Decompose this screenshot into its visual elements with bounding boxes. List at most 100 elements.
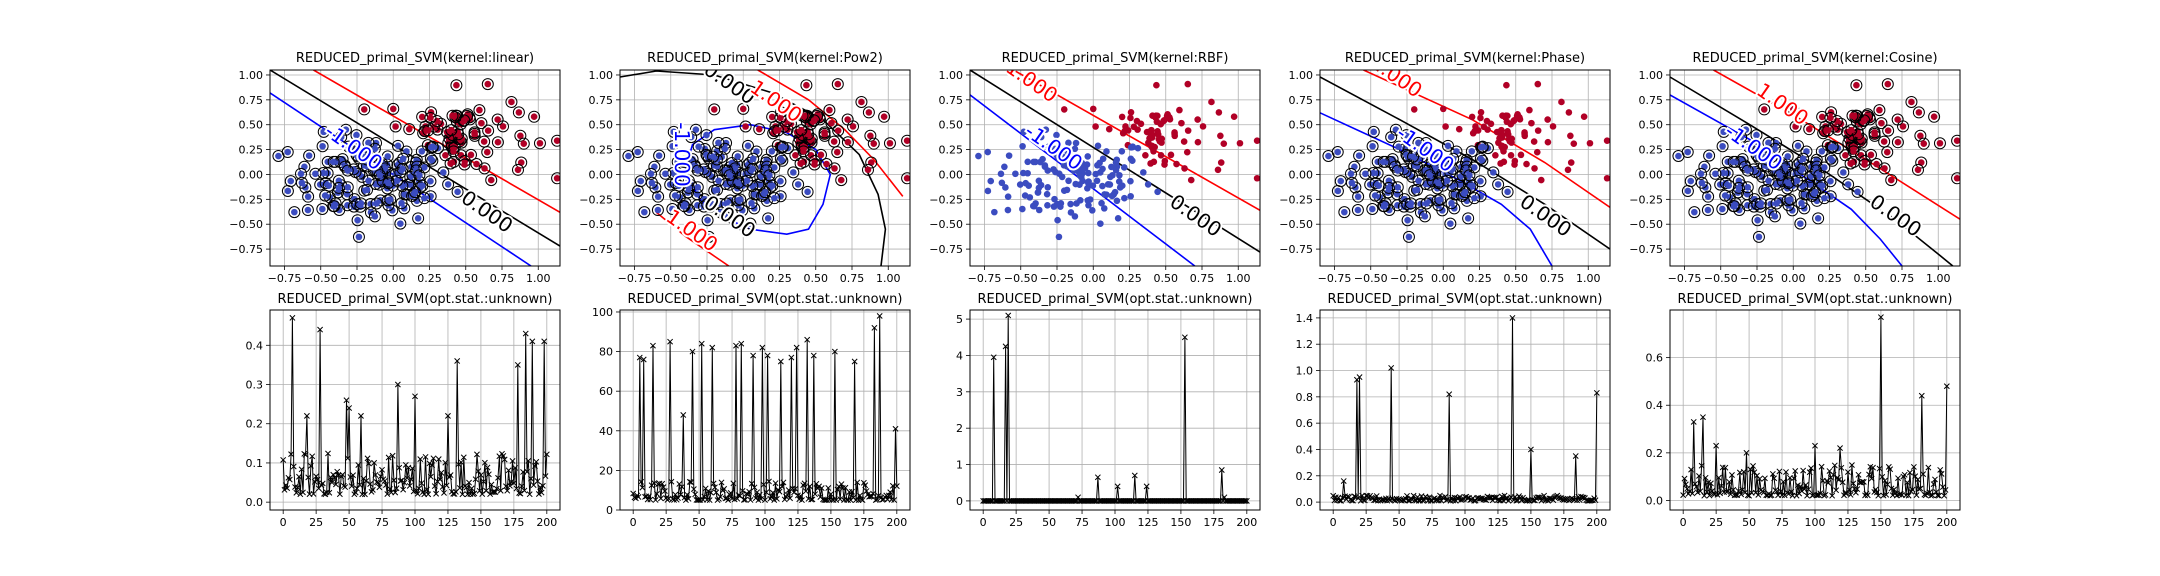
data-point-blue [373, 200, 380, 207]
y-tick-label: −0.50 [1279, 218, 1313, 231]
support-vector-ring [720, 197, 733, 210]
data-point-red [1253, 174, 1260, 182]
support-vector-ring [1344, 167, 1357, 180]
support-vector-ring [475, 117, 488, 130]
support-vector-ring [395, 197, 408, 210]
data-marker-x [1002, 343, 1009, 350]
support-vector-ring [835, 174, 848, 187]
data-point-blue [1405, 233, 1413, 241]
support-vector-ring [452, 128, 465, 141]
support-vector-ring [1366, 140, 1379, 153]
data-marker-x [401, 479, 408, 486]
data-point-blue [692, 126, 700, 133]
data-point-blue [703, 151, 710, 159]
data-point-blue [694, 183, 702, 191]
data-marker-x [708, 489, 714, 496]
data-marker-x [541, 338, 548, 345]
data-marker-x [1689, 490, 1696, 497]
data-marker-x [679, 483, 685, 490]
data-point-red [1215, 109, 1223, 116]
data-marker-x [738, 340, 745, 347]
x-tick-label: 100 [405, 516, 426, 529]
support-vector-ring [409, 186, 422, 199]
data-marker-x [1592, 497, 1599, 504]
data-point-red [1092, 123, 1099, 130]
data-point-blue [1698, 179, 1706, 187]
data-marker-x [816, 483, 822, 490]
support-vector-ring [832, 124, 845, 137]
x-tick-label: 1.00 [1226, 272, 1251, 285]
support-vector-ring [677, 155, 690, 168]
data-marker-x [773, 495, 780, 502]
support-vector-ring [341, 164, 354, 177]
data-point-blue [1035, 206, 1043, 214]
support-vector-ring [1837, 166, 1850, 179]
data-point-blue [1347, 170, 1355, 178]
x-tick-label: 175 [503, 516, 524, 529]
data-point-blue [320, 128, 328, 136]
data-marker-x [1241, 497, 1248, 504]
data-point-red [1580, 113, 1588, 121]
data-marker-x [538, 489, 545, 496]
support-vector-ring [1385, 131, 1398, 144]
plot-frame [269, 309, 561, 511]
data-point-red [1830, 123, 1838, 131]
data-marker-x [1792, 468, 1799, 474]
data-point-blue [1055, 233, 1063, 241]
x-tick-label: 0.25 [1817, 272, 1842, 285]
data-point-blue [1354, 206, 1362, 214]
x-tick-label: 100 [1455, 516, 1476, 529]
y-tick-label: −0.25 [229, 193, 263, 206]
data-marker-x [298, 466, 305, 473]
x-tick-label: 0.00 [1081, 272, 1106, 285]
data-point-blue [747, 220, 754, 227]
data-marker-x [505, 467, 512, 474]
data-point-blue [1020, 128, 1028, 136]
y-tick-label: 0.25 [1639, 144, 1664, 157]
data-point-blue [1362, 170, 1369, 178]
data-marker-x [1688, 466, 1695, 473]
data-marker-x [1817, 490, 1824, 497]
data-point-blue [1394, 167, 1402, 174]
data-marker-x [1846, 486, 1853, 493]
data-point-blue [1730, 202, 1738, 210]
data-point-red [1880, 138, 1888, 145]
support-vector-ring [652, 190, 665, 203]
support-vector-ring [368, 142, 381, 155]
data-marker-x [1906, 469, 1913, 476]
support-vector-ring [1791, 174, 1804, 187]
data-point-blue [1099, 182, 1106, 190]
data-marker-x [740, 496, 747, 503]
data-marker-x [725, 497, 732, 504]
data-marker-x [746, 488, 753, 495]
support-vector-ring [648, 160, 661, 173]
data-marker-x [1361, 497, 1368, 504]
chart-title: REDUCED_primal_SVM(opt.stat.:unknown) [1328, 292, 1603, 307]
support-vector-ring [1807, 188, 1820, 201]
support-vector-ring [464, 148, 477, 161]
data-point-red [1142, 151, 1149, 159]
data-point-red [1160, 117, 1168, 124]
data-point-blue [1827, 177, 1834, 185]
y-tick-label: −0.75 [229, 243, 263, 256]
data-point-blue [731, 165, 739, 172]
data-point-blue [695, 143, 702, 150]
data-point-red [1500, 148, 1507, 155]
support-vector-ring [1764, 206, 1777, 219]
data-marker-x [834, 486, 841, 493]
support-vector-ring [768, 192, 781, 205]
data-point-blue [1814, 215, 1822, 222]
data-marker-x [463, 484, 470, 491]
y-tick-label: −0.50 [229, 218, 263, 231]
data-point-blue [297, 170, 305, 178]
data-point-blue [1119, 182, 1126, 190]
data-marker-x [1818, 463, 1825, 470]
data-marker-x [363, 478, 370, 484]
data-point-blue [1030, 202, 1038, 210]
support-vector-ring [1762, 174, 1775, 187]
y-tick-label: 1.00 [939, 69, 964, 82]
data-marker-x [314, 476, 321, 483]
data-point-red [1789, 105, 1797, 113]
data-point-red [1439, 105, 1447, 113]
data-marker-x [883, 492, 890, 499]
